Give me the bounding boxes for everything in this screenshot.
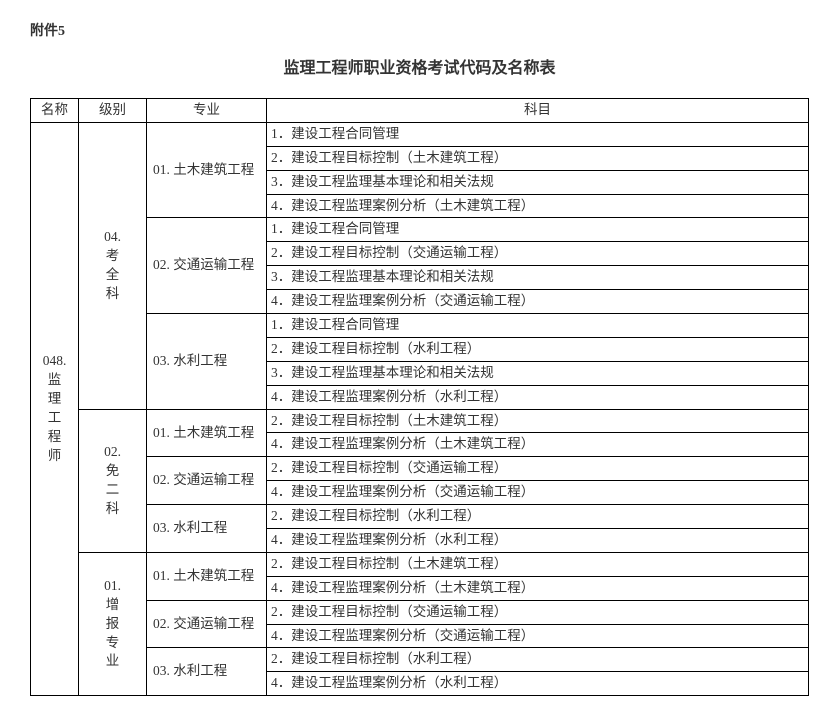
subject: 3．建设工程监理基本理论和相关法规 xyxy=(267,361,809,385)
subject: 4．建设工程监理案例分析（交通运输工程） xyxy=(267,481,809,505)
major-civil: 01. 土木建筑工程 xyxy=(147,409,267,457)
subject: 2．建设工程目标控制（水利工程） xyxy=(267,648,809,672)
level-char: 免 xyxy=(83,462,142,481)
table-row: 02. 交通运输工程 2．建设工程目标控制（交通运输工程） xyxy=(31,600,809,624)
header-major: 专业 xyxy=(147,99,267,123)
table-header-row: 名称 级别 专业 科目 xyxy=(31,99,809,123)
table-row: 02. 免 二 科 01. 土木建筑工程 2．建设工程目标控制（土木建筑工程） xyxy=(31,409,809,433)
name-char: 理 xyxy=(35,390,74,409)
major-civil: 01. 土木建筑工程 xyxy=(147,122,267,218)
major-water: 03. 水利工程 xyxy=(147,648,267,696)
major-water: 03. 水利工程 xyxy=(147,505,267,553)
subject: 4．建设工程监理案例分析（交通运输工程） xyxy=(267,290,809,314)
level-code: 02. xyxy=(83,443,142,462)
level-full: 04. 考 全 科 xyxy=(79,122,147,409)
major-trans: 02. 交通运输工程 xyxy=(147,218,267,314)
level-char: 全 xyxy=(83,266,142,285)
level-char: 业 xyxy=(83,652,142,671)
header-name: 名称 xyxy=(31,99,79,123)
table-row: 03. 水利工程 2．建设工程目标控制（水利工程） xyxy=(31,648,809,672)
level-char: 专 xyxy=(83,634,142,653)
subject: 2．建设工程目标控制（交通运输工程） xyxy=(267,457,809,481)
level-char: 二 xyxy=(83,481,142,500)
level-char: 科 xyxy=(83,285,142,304)
subject: 4．建设工程监理案例分析（水利工程） xyxy=(267,529,809,553)
subject: 2．建设工程目标控制（水利工程） xyxy=(267,337,809,361)
level-char: 增 xyxy=(83,596,142,615)
major-civil: 01. 土木建筑工程 xyxy=(147,552,267,600)
attachment-label: 附件5 xyxy=(30,20,809,40)
subject: 1．建设工程合同管理 xyxy=(267,122,809,146)
subject: 1．建设工程合同管理 xyxy=(267,314,809,338)
major-water: 03. 水利工程 xyxy=(147,314,267,410)
level-exempt: 02. 免 二 科 xyxy=(79,409,147,552)
table-row: 01. 增 报 专 业 01. 土木建筑工程 2．建设工程目标控制（土木建筑工程… xyxy=(31,552,809,576)
subject: 4．建设工程监理案例分析（土木建筑工程） xyxy=(267,576,809,600)
name-char: 工 xyxy=(35,409,74,428)
subject: 4．建设工程监理案例分析（水利工程） xyxy=(267,672,809,696)
subject: 1．建设工程合同管理 xyxy=(267,218,809,242)
table-row: 02. 交通运输工程 1．建设工程合同管理 xyxy=(31,218,809,242)
table-row: 03. 水利工程 2．建设工程目标控制（水利工程） xyxy=(31,505,809,529)
header-level: 级别 xyxy=(79,99,147,123)
level-char: 考 xyxy=(83,247,142,266)
subject: 4．建设工程监理案例分析（水利工程） xyxy=(267,385,809,409)
table-row: 02. 交通运输工程 2．建设工程目标控制（交通运输工程） xyxy=(31,457,809,481)
subject: 2．建设工程目标控制（水利工程） xyxy=(267,505,809,529)
name-char: 监 xyxy=(35,371,74,390)
subject: 2．建设工程目标控制（交通运输工程） xyxy=(267,242,809,266)
subject: 3．建设工程监理基本理论和相关法规 xyxy=(267,266,809,290)
subject: 2．建设工程目标控制（土木建筑工程） xyxy=(267,146,809,170)
level-add: 01. 增 报 专 业 xyxy=(79,552,147,695)
subject: 4．建设工程监理案例分析（土木建筑工程） xyxy=(267,433,809,457)
header-subject: 科目 xyxy=(267,99,809,123)
level-code: 01. xyxy=(83,577,142,596)
subject: 3．建设工程监理基本理论和相关法规 xyxy=(267,170,809,194)
name-code: 048. xyxy=(35,352,74,371)
exam-code-table: 名称 级别 专业 科目 048. 监 理 工 程 师 04. 考 全 科 01.… xyxy=(30,98,809,696)
name-cell: 048. 监 理 工 程 师 xyxy=(31,122,79,695)
level-char: 报 xyxy=(83,615,142,634)
name-char: 师 xyxy=(35,447,74,466)
level-code: 04. xyxy=(83,228,142,247)
level-char: 科 xyxy=(83,500,142,519)
table-row: 048. 监 理 工 程 师 04. 考 全 科 01. 土木建筑工程 1．建设… xyxy=(31,122,809,146)
page-title: 监理工程师职业资格考试代码及名称表 xyxy=(30,54,809,78)
major-trans: 02. 交通运输工程 xyxy=(147,600,267,648)
major-trans: 02. 交通运输工程 xyxy=(147,457,267,505)
subject: 2．建设工程目标控制（土木建筑工程） xyxy=(267,409,809,433)
table-row: 03. 水利工程 1．建设工程合同管理 xyxy=(31,314,809,338)
subject: 2．建设工程目标控制（土木建筑工程） xyxy=(267,552,809,576)
subject: 4．建设工程监理案例分析（土木建筑工程） xyxy=(267,194,809,218)
subject: 2．建设工程目标控制（交通运输工程） xyxy=(267,600,809,624)
subject: 4．建设工程监理案例分析（交通运输工程） xyxy=(267,624,809,648)
name-char: 程 xyxy=(35,428,74,447)
